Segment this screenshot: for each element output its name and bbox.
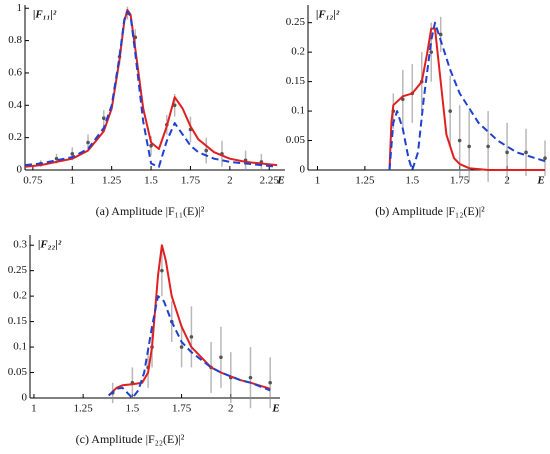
curve xyxy=(388,21,546,171)
x-axis-label: E xyxy=(276,175,284,187)
y-tick-label: 0 xyxy=(22,392,28,404)
y-tick-label: 0.8 xyxy=(8,34,22,46)
y-tick-label: 0.2 xyxy=(13,290,27,302)
caption: (c) Amplitude |F₂₂(E)|² xyxy=(76,432,185,446)
data-point xyxy=(70,152,75,156)
x-tick-label: 1.25 xyxy=(355,175,375,187)
caption: (b) Amplitude |F₁₂(E)|² xyxy=(375,204,485,218)
x-tick-label: 1 xyxy=(70,175,76,187)
y-tick-label: 0 xyxy=(300,164,306,176)
x-tick-label: 0.75 xyxy=(23,175,43,187)
caption: (a) Amplitude |F₁₁(E)|² xyxy=(96,204,205,218)
y-tick-label: 0.2 xyxy=(291,46,305,58)
x-tick-label: 2.25 xyxy=(260,175,280,187)
y-axis-label: |F₁₁|² xyxy=(33,9,57,21)
data-point xyxy=(467,144,471,149)
y-tick-label: 0.3 xyxy=(13,239,27,251)
y-tick-label: 0.2 xyxy=(8,131,22,143)
x-tick-label: 1 xyxy=(315,175,321,187)
y-tick-label: 1 xyxy=(17,2,23,14)
x-axis-label: E xyxy=(536,175,544,187)
x-tick-label: 2 xyxy=(227,175,233,187)
data-point xyxy=(543,156,547,161)
x-tick-label: 1.75 xyxy=(181,175,201,187)
data-point xyxy=(172,103,177,108)
x-axis-label: E xyxy=(271,403,279,415)
x-tick-label: 1.25 xyxy=(102,175,122,187)
y-axis-label: |F₁₂|² xyxy=(316,9,340,21)
data-point xyxy=(54,156,59,161)
data-point xyxy=(438,32,443,37)
y-axis-label: |F₂₂|² xyxy=(38,239,62,251)
y-tick-label: 0.1 xyxy=(13,341,27,353)
data-point xyxy=(204,148,209,153)
curve xyxy=(108,295,271,399)
data-point xyxy=(248,375,253,380)
x-tick-label: 1.75 xyxy=(450,175,470,187)
data-point xyxy=(486,144,490,149)
data-point xyxy=(457,138,462,143)
x-tick-label: 1.5 xyxy=(144,175,158,187)
x-tick-label: 2 xyxy=(228,403,234,415)
y-tick-label: 0.1 xyxy=(291,105,305,117)
curve xyxy=(24,10,278,168)
x-tick-label: 1.5 xyxy=(125,403,139,415)
data-point xyxy=(524,150,528,155)
data-point xyxy=(505,150,509,155)
data-point xyxy=(448,109,453,113)
y-tick-label: 0 xyxy=(17,164,23,176)
data-point xyxy=(429,50,434,54)
data-point xyxy=(101,116,106,121)
y-tick-label: 0.25 xyxy=(286,16,306,28)
y-tick-label: 0.4 xyxy=(8,99,22,111)
y-tick-label: 0.15 xyxy=(8,315,28,327)
data-point xyxy=(86,140,90,145)
data-point xyxy=(219,355,223,360)
y-tick-label: 0.05 xyxy=(286,134,306,146)
curve xyxy=(388,27,545,171)
x-tick-label: 1.5 xyxy=(405,175,419,187)
data-point xyxy=(179,345,184,349)
data-point xyxy=(160,268,164,273)
data-point xyxy=(189,335,194,339)
y-tick-label: 0.15 xyxy=(286,75,306,87)
data-point xyxy=(268,380,272,385)
x-tick-label: 1 xyxy=(31,403,37,415)
data-point xyxy=(149,143,153,148)
y-tick-label: 0.6 xyxy=(8,66,22,78)
y-tick-label: 0.05 xyxy=(8,366,28,378)
y-tick-label: 0.25 xyxy=(8,264,28,276)
x-tick-label: 1.25 xyxy=(74,403,94,415)
x-tick-label: 1.75 xyxy=(172,403,192,415)
curve xyxy=(24,8,278,168)
